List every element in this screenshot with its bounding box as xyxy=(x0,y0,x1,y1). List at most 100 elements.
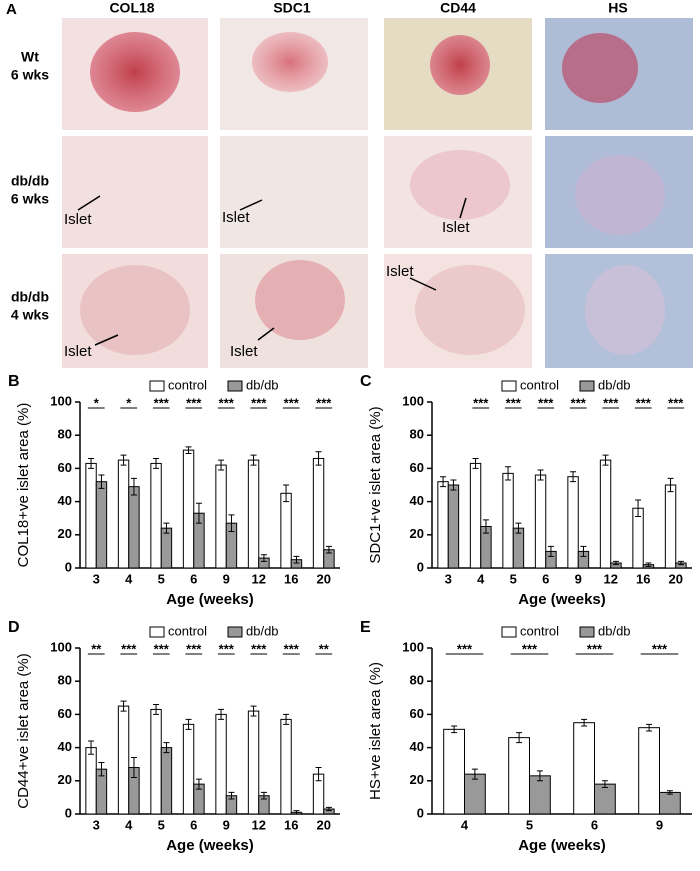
bar xyxy=(632,507,644,569)
y-tick-label: 100 xyxy=(402,393,424,408)
significance: *** xyxy=(251,641,267,656)
row-label: 6 wks xyxy=(11,67,49,83)
y-tick-label: 0 xyxy=(417,805,424,820)
significance: *** xyxy=(571,395,587,410)
bar xyxy=(182,449,195,569)
legend-swatch xyxy=(149,626,165,638)
panel-label: A xyxy=(6,1,17,18)
error-bar xyxy=(293,555,300,564)
bar xyxy=(638,727,661,815)
error-bar xyxy=(195,502,202,524)
error-bar xyxy=(153,703,160,715)
column-header: SDC1 xyxy=(273,0,311,16)
error-bar xyxy=(602,454,609,466)
bar xyxy=(512,527,525,569)
bar xyxy=(508,737,531,815)
bar xyxy=(117,705,130,815)
bar xyxy=(464,773,486,815)
x-tick-label: 4 xyxy=(125,817,133,832)
error-bar xyxy=(440,476,447,488)
x-tick-label: 6 xyxy=(591,817,598,832)
y-tick-label: 0 xyxy=(65,559,72,574)
y-tick-label: 20 xyxy=(410,772,424,787)
y-tick-label: 60 xyxy=(58,706,72,721)
column-header: CD44 xyxy=(440,0,476,16)
bar xyxy=(280,718,292,815)
error-bar xyxy=(536,770,543,782)
row-label: 4 wks xyxy=(11,307,49,323)
x-tick-label: 6 xyxy=(542,571,549,586)
row-label: db/db xyxy=(11,289,49,305)
error-bar xyxy=(260,554,267,562)
panel-label: E xyxy=(360,619,371,636)
islet-label: Islet xyxy=(64,211,92,228)
error-bar xyxy=(471,768,478,780)
bar xyxy=(573,722,596,815)
x-tick-label: 20 xyxy=(317,817,331,832)
y-tick-label: 60 xyxy=(410,460,424,475)
error-bar xyxy=(482,519,489,534)
significance: *** xyxy=(219,641,235,656)
y-tick-label: 100 xyxy=(402,639,424,654)
panel-label: B xyxy=(8,373,20,390)
error-bar xyxy=(218,459,225,471)
error-bar xyxy=(516,732,523,744)
significance: * xyxy=(94,395,100,410)
row-label: db/db xyxy=(11,173,49,189)
y-axis-title: COL18+ve islet area (%) xyxy=(15,403,32,568)
y-tick-label: 80 xyxy=(58,673,72,688)
bar xyxy=(160,747,173,815)
error-bar xyxy=(325,806,332,812)
x-tick-label: 5 xyxy=(510,571,517,586)
legend-swatch xyxy=(227,626,243,638)
error-bar xyxy=(283,713,290,725)
x-axis-title: Age (weeks) xyxy=(518,837,606,854)
column-header: HS xyxy=(608,0,627,16)
x-tick-label: 9 xyxy=(575,571,582,586)
error-bar xyxy=(667,477,674,493)
x-tick-label: 16 xyxy=(284,571,298,586)
error-bar xyxy=(612,560,619,566)
bar xyxy=(117,459,130,569)
y-tick-label: 100 xyxy=(50,639,72,654)
x-tick-label: 3 xyxy=(93,817,100,832)
error-bar xyxy=(98,474,105,489)
error-bar xyxy=(120,700,127,712)
error-bar xyxy=(283,484,290,503)
x-tick-label: 3 xyxy=(445,571,452,586)
legend-swatch xyxy=(501,380,517,392)
x-tick-label: 20 xyxy=(317,571,331,586)
bar xyxy=(85,747,97,815)
error-bar xyxy=(537,469,544,481)
legend-label: db/db xyxy=(598,623,631,638)
panel-label: D xyxy=(8,619,20,636)
significance: *** xyxy=(219,395,235,410)
y-axis-title: HS+ve islet area (%) xyxy=(367,662,384,800)
column-header: COL18 xyxy=(109,0,154,16)
x-tick-label: 5 xyxy=(158,571,165,586)
row-label: 6 wks xyxy=(11,191,49,207)
error-bar xyxy=(580,545,587,557)
bar xyxy=(443,728,466,815)
error-bar xyxy=(218,708,225,720)
y-tick-label: 40 xyxy=(410,493,424,508)
legend-label: db/db xyxy=(598,377,631,392)
error-bar xyxy=(185,718,192,730)
x-tick-label: 4 xyxy=(125,571,133,586)
error-bar xyxy=(646,723,653,732)
significance: *** xyxy=(538,395,554,410)
bar xyxy=(215,713,227,815)
legend-swatch xyxy=(149,380,165,392)
y-tick-label: 40 xyxy=(58,739,72,754)
legend-label: db/db xyxy=(246,623,279,638)
error-bar xyxy=(88,740,95,755)
legend-swatch xyxy=(579,626,595,638)
bar xyxy=(437,481,449,569)
significance: ** xyxy=(91,641,102,656)
bar xyxy=(469,462,482,569)
error-bar xyxy=(98,762,105,777)
bar xyxy=(659,791,681,815)
bar xyxy=(447,484,460,569)
y-tick-label: 60 xyxy=(410,706,424,721)
error-bar xyxy=(260,791,267,800)
